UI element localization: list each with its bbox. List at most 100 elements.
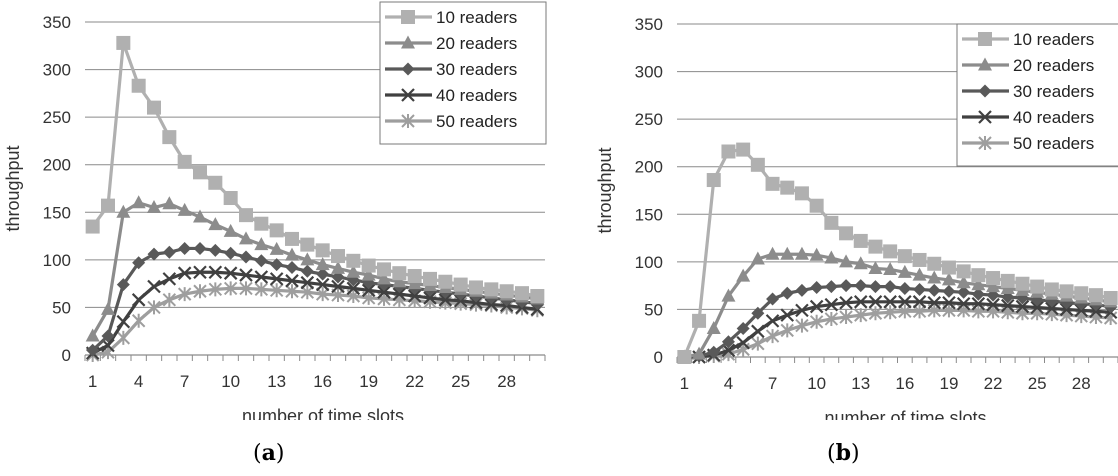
data-point (751, 336, 765, 351)
data-point (131, 293, 146, 307)
legend-item: 10 readers (962, 30, 1094, 49)
data-point (765, 329, 780, 344)
data-point (883, 280, 897, 294)
data-point (239, 281, 253, 296)
data-point (854, 308, 868, 323)
data-point (897, 249, 912, 264)
data-point (1030, 279, 1045, 294)
data-point (101, 198, 115, 213)
data-point (392, 274, 407, 288)
data-point (177, 287, 192, 302)
x-tick-label: 1 (680, 374, 689, 393)
data-point (162, 196, 177, 210)
data-point (315, 243, 330, 258)
data-point (177, 154, 192, 169)
data-point (751, 306, 765, 320)
x-tick-label: 19 (939, 374, 958, 393)
data-point (824, 297, 839, 312)
x-tick-label: 28 (1072, 374, 1091, 393)
data-point (193, 209, 207, 223)
data-point (986, 279, 1001, 293)
panel-label-a: (a) (253, 440, 285, 466)
data-point (316, 267, 330, 281)
legend-item: 10 readers (385, 8, 517, 27)
x-tick-label: 10 (221, 372, 240, 391)
data-point (824, 311, 839, 326)
data-point (377, 285, 391, 299)
data-point (469, 280, 483, 295)
data-point (377, 262, 391, 277)
data-point (85, 219, 100, 234)
data-point (795, 303, 809, 318)
data-point (101, 329, 115, 343)
data-point (736, 268, 751, 282)
data-point (131, 195, 146, 209)
data-point (780, 323, 794, 338)
data-point (706, 173, 721, 188)
x-axis-label: number of time slots (242, 406, 404, 420)
x-tick-label: 7 (768, 374, 777, 393)
data-point (254, 270, 269, 284)
data-point (346, 281, 361, 296)
data-point (971, 277, 986, 291)
data-point (868, 280, 882, 294)
data-point (927, 270, 942, 284)
y-tick-label: 150 (43, 203, 71, 222)
data-point (315, 277, 330, 292)
data-point (839, 226, 854, 241)
data-point (765, 176, 780, 191)
panel-label-b: (b) (827, 440, 860, 466)
data-point (162, 292, 177, 307)
data-point (854, 279, 868, 293)
x-tick-label: 10 (807, 374, 826, 393)
data-point (116, 330, 131, 345)
legend-label: 50 readers (1013, 134, 1094, 153)
x-tick-label: 16 (313, 372, 332, 391)
data-point (423, 291, 437, 305)
data-point (677, 350, 692, 364)
data-point (254, 282, 269, 297)
data-point (131, 78, 146, 93)
data-point (971, 296, 986, 311)
data-point (453, 277, 468, 292)
data-point (839, 279, 853, 293)
data-point (178, 241, 192, 255)
y-tick-labels: 0 50 100 150 200 250 300 350 (43, 13, 71, 365)
data-point (721, 335, 735, 349)
data-point (1045, 301, 1059, 316)
data-point (239, 231, 253, 245)
y-tick-label: 50 (644, 300, 663, 319)
data-point (346, 253, 361, 268)
data-point (956, 296, 971, 311)
data-point (269, 223, 284, 238)
x-axis-label: number of time slots (824, 408, 986, 420)
legend-label: 20 readers (1013, 56, 1094, 75)
data-point (193, 265, 207, 280)
data-point (193, 165, 207, 180)
data-point (912, 267, 927, 281)
data-point (254, 216, 269, 231)
legend-label: 10 readers (1013, 30, 1094, 49)
data-point (809, 299, 824, 314)
legend-marker (978, 32, 992, 46)
data-point (765, 246, 780, 260)
data-point (239, 208, 253, 223)
data-point (101, 301, 115, 315)
x-tick-label: 25 (1028, 374, 1047, 393)
x-tick-label: 22 (405, 372, 424, 391)
data-point (453, 293, 468, 308)
data-point (971, 268, 986, 283)
legend-label: 10 readers (436, 8, 517, 27)
data-point (131, 313, 146, 328)
data-point (223, 223, 238, 237)
legend-marker (401, 88, 415, 102)
data-point (269, 283, 284, 298)
data-point (824, 280, 838, 294)
data-point (927, 295, 942, 310)
data-point (883, 244, 898, 259)
series-line (684, 308, 1111, 359)
series-20-readers (85, 195, 545, 342)
data-point (86, 343, 100, 357)
data-point (824, 215, 839, 230)
